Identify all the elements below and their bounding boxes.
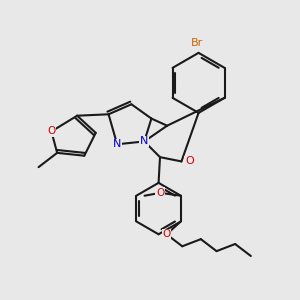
Text: O: O	[162, 229, 171, 239]
Text: Br: Br	[191, 38, 203, 48]
Text: N: N	[113, 139, 121, 149]
Text: O: O	[185, 156, 194, 167]
Text: O: O	[47, 126, 56, 136]
Text: O: O	[156, 188, 164, 198]
Text: N: N	[140, 136, 148, 146]
